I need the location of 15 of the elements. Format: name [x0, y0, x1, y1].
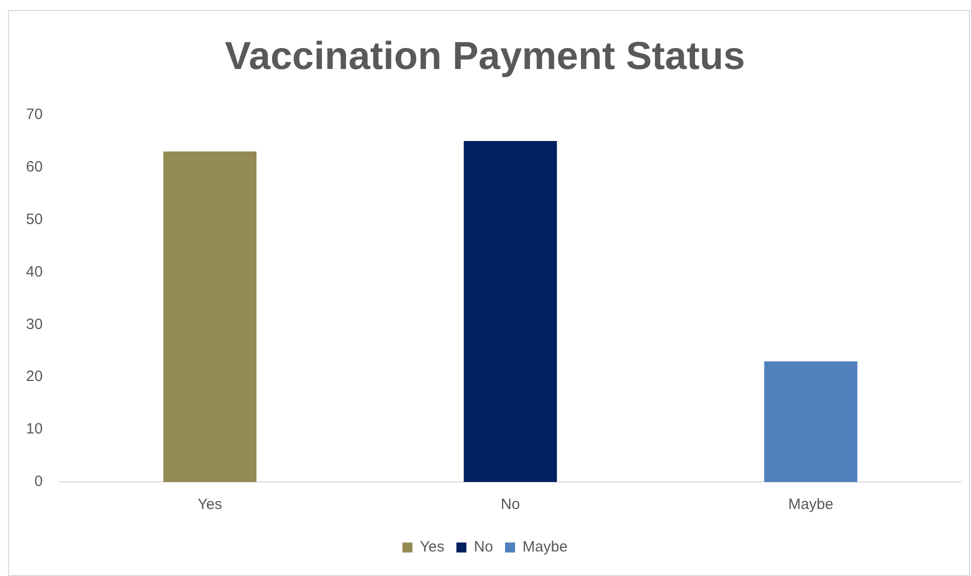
legend-label: Maybe: [522, 538, 568, 556]
x-tick-label: Maybe: [788, 496, 834, 514]
x-tick-label: No: [500, 496, 520, 514]
legend-label: No: [474, 538, 494, 556]
chart-title: Vaccination Payment Status: [224, 35, 746, 78]
y-tick-label: 60: [26, 158, 43, 176]
y-tick-label: 10: [26, 420, 43, 438]
x-tick-label: Yes: [198, 496, 222, 514]
y-tick-label: 70: [26, 106, 43, 123]
y-tick-label: 40: [26, 263, 43, 280]
y-tick-label: 20: [26, 368, 43, 386]
y-tick-label: 50: [26, 210, 43, 228]
y-tick-label: 30: [26, 316, 43, 333]
legend-label: Yes: [420, 538, 444, 556]
y-tick-label: 0: [34, 473, 43, 490]
